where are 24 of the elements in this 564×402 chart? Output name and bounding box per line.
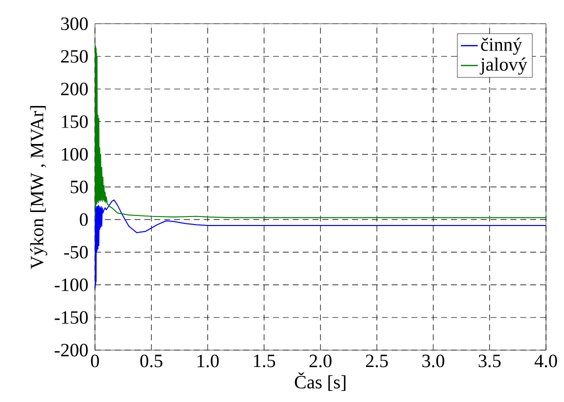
x-tick-label: 1.0 (198, 354, 219, 368)
y-tick-label: -50 (64, 246, 88, 259)
y-tick-label: 250 (61, 50, 88, 63)
y-tick-label: 150 (62, 116, 88, 128)
y-tick-label: -100 (54, 278, 88, 292)
y-tick-label: 100 (62, 148, 88, 161)
y-tick-label: -200 (54, 344, 88, 357)
y-tick-label: 0 (80, 213, 88, 226)
legend-label: činný (481, 38, 522, 56)
x-tick-label: 0 (90, 354, 99, 368)
x-tick-label: 1.5 (254, 354, 276, 368)
y-tick-label: 200 (61, 82, 88, 96)
x-tick-label: 0.5 (140, 354, 162, 368)
y-tick-label: 50 (70, 180, 88, 194)
x-tick-label: 2.0 (310, 354, 332, 368)
x-tick-label: 2.5 (366, 354, 388, 368)
y-tick-label: -150 (54, 311, 88, 324)
x-tick-label: 3.0 (422, 354, 444, 368)
x-tick-label: 3.5 (478, 354, 501, 368)
y-tick-label: 300 (61, 18, 88, 30)
y-axis-title: Výkon [MW , MVAr] (30, 106, 48, 270)
legend-label: jalový (480, 58, 528, 75)
x-tick-label: 4.0 (534, 354, 558, 368)
x-axis-title: Čas [s] (294, 372, 346, 392)
